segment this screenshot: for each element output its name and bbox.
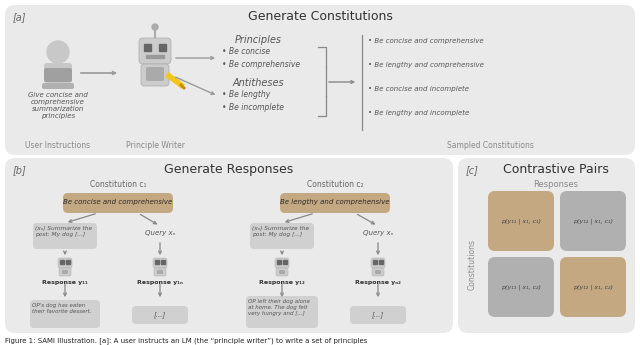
Circle shape [47,41,69,63]
Text: Generate Responses: Generate Responses [164,163,294,176]
Text: Principles: Principles [234,35,282,45]
Text: p(y₁₂ | x₁, c₁): p(y₁₂ | x₁, c₁) [573,218,613,224]
Text: Contrastive Pairs: Contrastive Pairs [503,163,609,176]
FancyBboxPatch shape [371,258,385,268]
Bar [373,260,377,264]
Bar [144,44,151,51]
FancyBboxPatch shape [250,223,314,249]
FancyBboxPatch shape [279,270,285,274]
Text: p(y₁₁ | x₁, c₂): p(y₁₁ | x₁, c₂) [501,284,541,290]
Text: (xₙ) Summarize the
post: My dog [...]: (xₙ) Summarize the post: My dog [...] [252,226,309,237]
FancyBboxPatch shape [62,270,68,274]
FancyBboxPatch shape [350,306,406,324]
FancyBboxPatch shape [63,193,173,213]
FancyBboxPatch shape [141,64,169,86]
FancyBboxPatch shape [153,258,167,268]
Text: Constitution c₁: Constitution c₁ [90,180,147,189]
FancyBboxPatch shape [146,67,164,81]
Text: Be lengthy and comprehensive: Be lengthy and comprehensive [280,199,390,205]
Text: • Be concise and comprehensive: • Be concise and comprehensive [368,38,484,44]
Text: Query xₙ: Query xₙ [145,230,175,236]
FancyBboxPatch shape [59,268,71,276]
FancyBboxPatch shape [132,306,188,324]
Text: • Be lengthy and comprehensive: • Be lengthy and comprehensive [368,62,484,68]
FancyBboxPatch shape [30,300,100,328]
FancyBboxPatch shape [560,257,626,317]
FancyBboxPatch shape [42,83,74,89]
Text: • Be lengthy and incomplete: • Be lengthy and incomplete [368,110,469,116]
Text: Give concise and
comprehensive
summarization
principles: Give concise and comprehensive summariza… [28,92,88,119]
FancyBboxPatch shape [44,68,72,82]
Text: User Instructions: User Instructions [26,141,91,150]
FancyBboxPatch shape [458,158,635,333]
Text: [...]: [...] [372,312,384,318]
Bar [66,260,70,264]
Text: [...]: [...] [154,312,166,318]
FancyBboxPatch shape [488,191,554,251]
FancyBboxPatch shape [33,223,97,249]
Text: Response y₁₂: Response y₁₂ [259,280,305,285]
Bar [155,260,159,264]
Text: Constitutions: Constitutions [467,239,477,290]
Text: Constitution c₂: Constitution c₂ [307,180,364,189]
FancyBboxPatch shape [560,191,626,251]
FancyBboxPatch shape [154,268,166,276]
Text: OP left their dog alone
at home. The dog felt
very hungry and [...]: OP left their dog alone at home. The dog… [248,299,310,316]
FancyBboxPatch shape [280,193,390,213]
Bar [161,260,165,264]
Text: Antitheses: Antitheses [232,78,284,88]
Text: Response yₙ₂: Response yₙ₂ [355,280,401,285]
FancyBboxPatch shape [275,258,289,268]
Text: • Be concise: • Be concise [222,47,270,56]
Text: Query xₙ: Query xₙ [363,230,393,236]
Text: • Be incomplete: • Be incomplete [222,103,284,112]
Text: Sampled Constitutions: Sampled Constitutions [447,141,533,150]
Bar [60,260,64,264]
FancyBboxPatch shape [58,258,72,268]
FancyBboxPatch shape [157,270,163,274]
Bar [159,44,166,51]
Bar [277,260,281,264]
FancyBboxPatch shape [139,38,171,64]
FancyBboxPatch shape [5,5,635,155]
FancyBboxPatch shape [372,268,384,276]
Text: [c]: [c] [466,165,479,175]
Text: Response y₁₁: Response y₁₁ [42,280,88,285]
Text: p(y₁₁ | x₁, c₁): p(y₁₁ | x₁, c₁) [501,218,541,224]
Text: Figure 1: SAMI Illustration. [a]: A user instructs an LM (the “principle writer”: Figure 1: SAMI Illustration. [a]: A user… [5,337,367,344]
Circle shape [152,24,158,30]
FancyBboxPatch shape [375,270,381,274]
Text: Principle Writer: Principle Writer [125,141,184,150]
FancyBboxPatch shape [276,268,288,276]
Text: OP's dog has eaten
their favorite dessert.: OP's dog has eaten their favorite desser… [32,303,92,314]
FancyBboxPatch shape [246,296,318,328]
Text: Responses: Responses [534,180,579,189]
Bar [146,55,164,58]
Text: Generate Constitutions: Generate Constitutions [248,10,392,23]
FancyBboxPatch shape [488,257,554,317]
FancyBboxPatch shape [44,63,72,83]
Text: (xₙ) Summarize the
post: My dog [...]: (xₙ) Summarize the post: My dog [...] [35,226,92,237]
Bar [379,260,383,264]
Text: • Be comprehensive: • Be comprehensive [222,60,300,69]
Bar [283,260,287,264]
Text: • Be lengthy: • Be lengthy [222,90,270,99]
Text: [a]: [a] [13,12,26,22]
Text: • Be concise and incomplete: • Be concise and incomplete [368,86,469,92]
Text: [b]: [b] [13,165,27,175]
FancyBboxPatch shape [5,158,453,333]
Text: Response y₁ₙ: Response y₁ₙ [137,280,183,285]
Text: p(y₁₂ | x₁, c₂): p(y₁₂ | x₁, c₂) [573,284,613,290]
Text: Be concise and comprehensive: Be concise and comprehensive [63,199,173,205]
